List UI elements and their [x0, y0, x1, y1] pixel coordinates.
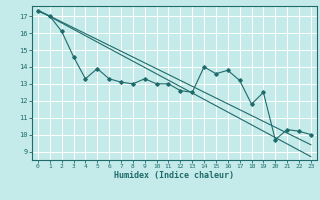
X-axis label: Humidex (Indice chaleur): Humidex (Indice chaleur)	[115, 171, 234, 180]
